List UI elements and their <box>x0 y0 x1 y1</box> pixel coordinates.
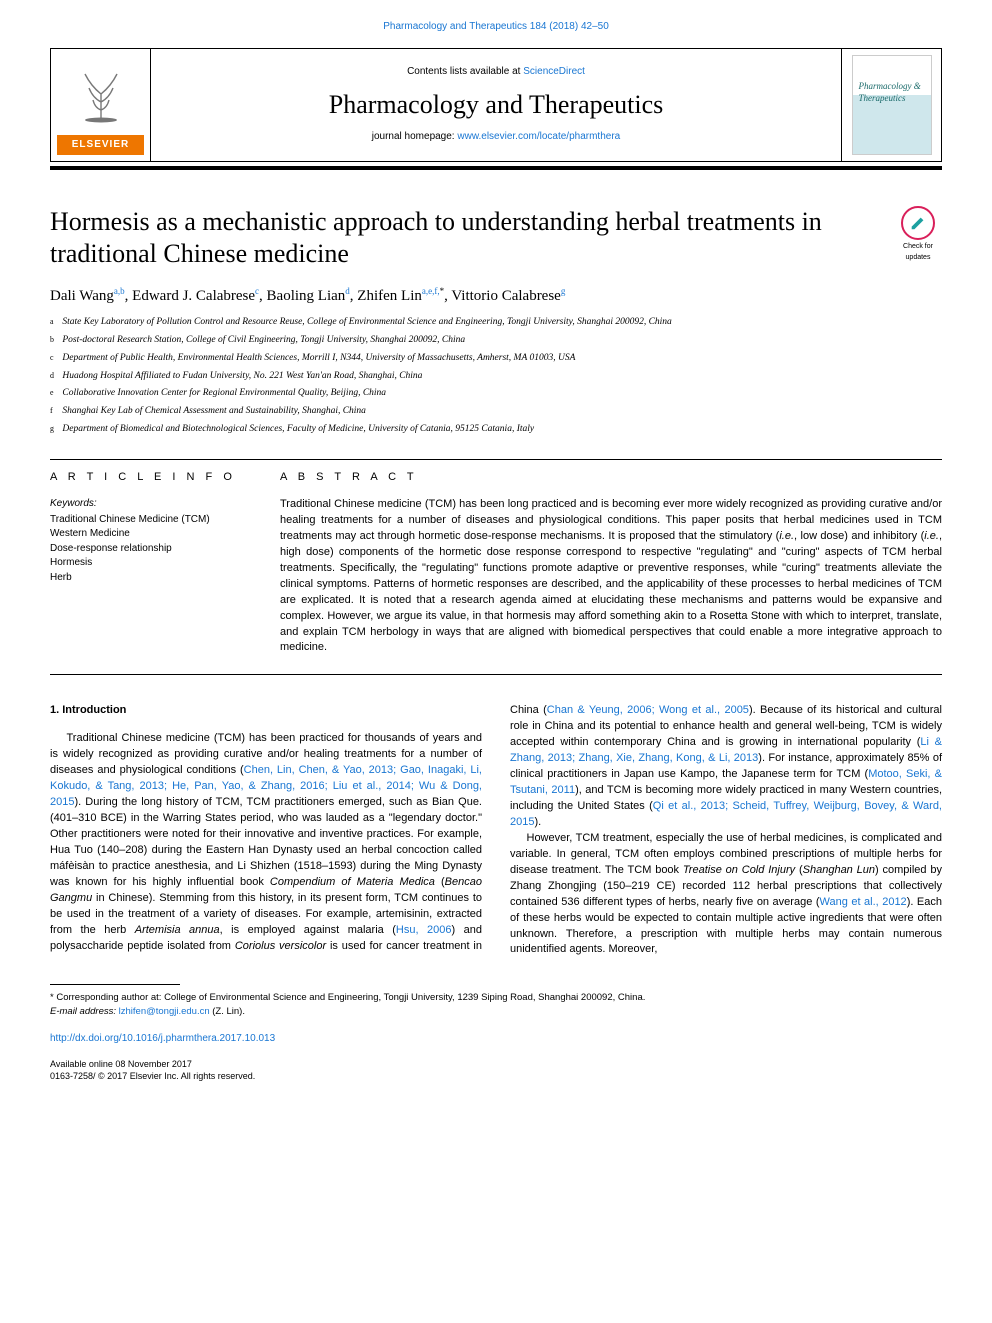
author-list: Dali Wanga,b, Edward J. Calabresec, Baol… <box>50 285 942 306</box>
keywords-list: Traditional Chinese Medicine (TCM)Wester… <box>50 513 250 586</box>
footnote-rule <box>50 984 180 985</box>
corresponding-footnote: * Corresponding author at: College of En… <box>50 991 942 1018</box>
affiliation-list: a State Key Laboratory of Pollution Cont… <box>50 316 942 441</box>
body-paragraph: However, TCM treatment, especially the u… <box>510 831 942 959</box>
journal-masthead: ELSEVIER Contents lists available at Sci… <box>50 48 942 162</box>
article-info-column: A R T I C L E I N F O Keywords: Traditio… <box>50 470 250 656</box>
email-label: E-mail address: <box>50 1006 119 1017</box>
corresponding-email-link[interactable]: lzhifen@tongji.edu.cn <box>119 1006 210 1017</box>
info-rule-top <box>50 459 942 460</box>
updates-line2: updates <box>906 253 931 262</box>
homepage-prefix: journal homepage: <box>372 131 458 142</box>
elsevier-tree-icon <box>66 59 136 129</box>
doi-link[interactable]: http://dx.doi.org/10.1016/j.pharmthera.2… <box>50 1032 942 1046</box>
citation-link[interactable]: Pharmacology and Therapeutics 184 (2018)… <box>383 21 609 32</box>
copyright-line: 0163-7258/ © 2017 Elsevier Inc. All righ… <box>50 1070 942 1083</box>
homepage-line: journal homepage: www.elsevier.com/locat… <box>159 130 833 144</box>
journal-homepage-link[interactable]: www.elsevier.com/locate/pharmthera <box>457 131 620 142</box>
sciencedirect-link[interactable]: ScienceDirect <box>523 66 585 77</box>
journal-name: Pharmacology and Therapeutics <box>159 87 833 122</box>
crossmark-icon <box>901 206 935 240</box>
abstract-heading: A B S T R A C T <box>280 470 942 485</box>
abstract-column: A B S T R A C T Traditional Chinese medi… <box>280 470 942 656</box>
email-suffix: (Z. Lin). <box>210 1006 245 1017</box>
article-body: 1. Introduction Traditional Chinese medi… <box>50 703 942 958</box>
journal-cover-thumbnail: Pharmacology & Therapeutics <box>852 55 932 155</box>
abstract-text: Traditional Chinese medicine (TCM) has b… <box>280 497 942 656</box>
cover-thumbnail-cell: Pharmacology & Therapeutics <box>841 49 941 161</box>
updates-line1: Check for <box>903 242 933 251</box>
masthead-rule <box>50 166 942 170</box>
contents-line: Contents lists available at ScienceDirec… <box>159 65 833 79</box>
publisher-name: ELSEVIER <box>57 135 144 155</box>
available-online: Available online 08 November 2017 <box>50 1058 942 1071</box>
article-info-heading: A R T I C L E I N F O <box>50 470 250 485</box>
publisher-logo-block: ELSEVIER <box>51 49 151 161</box>
article-tail: Available online 08 November 2017 0163-7… <box>50 1058 942 1083</box>
keywords-label: Keywords: <box>50 497 250 511</box>
running-header: Pharmacology and Therapeutics 184 (2018)… <box>50 20 942 34</box>
contents-prefix: Contents lists available at <box>407 66 523 77</box>
cover-title: Pharmacology & Therapeutics <box>859 80 931 104</box>
check-for-updates-badge[interactable]: Check for updates <box>894 206 942 263</box>
section-heading-intro: 1. Introduction <box>50 703 482 719</box>
article-title: Hormesis as a mechanistic approach to un… <box>50 206 882 271</box>
corresponding-author-text: * Corresponding author at: College of En… <box>50 991 942 1004</box>
info-rule-bottom <box>50 674 942 675</box>
